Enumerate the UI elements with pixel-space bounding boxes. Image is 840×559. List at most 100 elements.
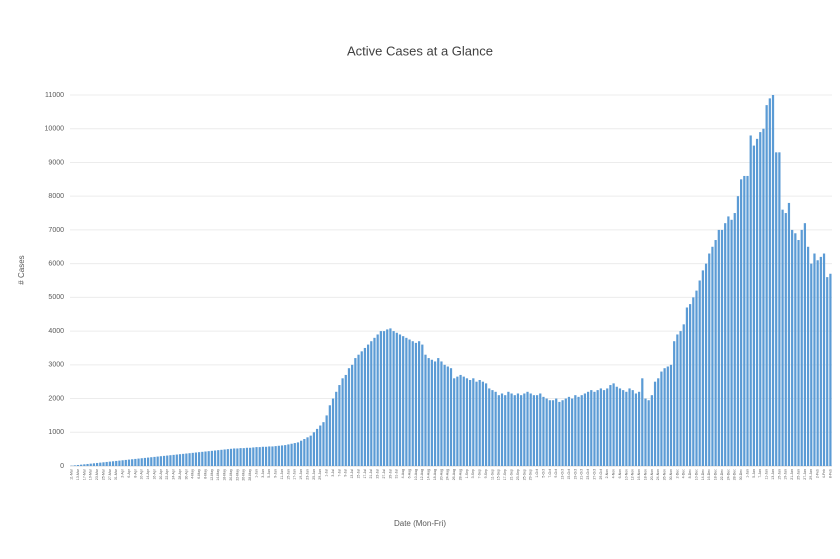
bar — [198, 452, 201, 466]
bar — [532, 395, 536, 466]
bar — [784, 213, 787, 466]
bar — [433, 361, 437, 466]
bar — [430, 359, 433, 466]
bar — [108, 461, 111, 466]
bar — [586, 391, 590, 466]
bar — [637, 391, 641, 466]
bar — [826, 277, 829, 466]
bar — [360, 351, 363, 466]
bar — [762, 128, 765, 466]
x-tick-label: 7-Jan — [758, 469, 762, 478]
bar — [813, 253, 816, 466]
bar — [689, 304, 692, 466]
x-tick-label: 8-May — [203, 469, 207, 479]
x-tick-label: 28-Aug — [458, 469, 462, 480]
x-tick-label: 31-Mar — [114, 468, 118, 480]
bar — [382, 331, 386, 466]
x-tick-label: 12-Aug — [420, 469, 424, 480]
x-tick-label: 29-Jul — [388, 469, 392, 479]
bar — [111, 461, 115, 466]
bar — [204, 451, 207, 466]
bar — [284, 445, 287, 466]
bar — [794, 233, 797, 466]
bar — [175, 454, 178, 466]
bar — [816, 260, 819, 466]
x-tick-label: 15-Jan — [777, 469, 781, 480]
x-tick-label: 4-Dec — [682, 469, 686, 479]
x-tick-label: 29-Jan — [809, 469, 813, 480]
bar — [217, 450, 220, 466]
bar — [714, 240, 717, 466]
x-tick-label: 31-Jul — [395, 469, 399, 479]
x-tick-label: 12-Nov — [631, 469, 635, 481]
bar — [271, 446, 274, 466]
x-tick-label: 7-Jul — [337, 469, 341, 477]
x-tick-label: 24-Nov — [656, 469, 660, 481]
x-tick-label: 23-Jun — [305, 469, 309, 480]
bar — [223, 449, 226, 466]
bar — [373, 337, 376, 466]
x-tick-label: 24-Dec — [726, 469, 730, 481]
bar — [606, 388, 609, 466]
bar — [778, 152, 781, 466]
y-tick-label: 9000 — [48, 159, 64, 166]
bar — [704, 263, 708, 466]
bar — [194, 452, 198, 466]
bar — [255, 447, 258, 466]
x-tick-label: 15-Oct — [567, 469, 571, 480]
bar — [354, 358, 357, 466]
bar — [571, 398, 574, 466]
x-tick-label: 29-Sep — [529, 469, 533, 480]
bar — [389, 328, 392, 466]
x-tick-label: 26-Aug — [452, 469, 456, 480]
x-tick-label: 22-Dec — [720, 469, 724, 481]
bar — [548, 400, 551, 466]
x-tick-label: 27-Jul — [382, 469, 386, 479]
bar — [169, 455, 172, 466]
x-tick-label: 13-Jan — [771, 469, 775, 480]
x-tick-label: 1-Jan — [745, 469, 749, 478]
x-tick-label: 25-Jun — [312, 469, 316, 480]
bar — [229, 448, 233, 466]
bar — [440, 361, 443, 466]
bar — [676, 334, 679, 466]
bar — [822, 253, 826, 466]
x-tick-label: 19-Jan — [784, 469, 788, 480]
bar — [507, 391, 510, 466]
bar — [740, 179, 743, 466]
bar — [634, 393, 638, 466]
bar — [787, 202, 791, 466]
bar — [418, 341, 421, 466]
bar — [749, 135, 752, 467]
bar — [83, 464, 86, 466]
y-tick-label: 11000 — [45, 92, 64, 99]
bar — [140, 458, 143, 466]
bar — [233, 448, 236, 466]
bar — [669, 364, 673, 466]
bar — [478, 379, 481, 466]
y-tick-label: 8000 — [48, 193, 64, 200]
x-tick-label: 27-Jan — [803, 469, 807, 480]
x-tick-label: 10-Apr — [140, 468, 144, 479]
bar — [488, 388, 491, 466]
bar — [711, 246, 714, 466]
bar — [673, 341, 676, 466]
x-tick-label: 18-Nov — [643, 469, 647, 481]
bar — [679, 331, 682, 466]
bar — [551, 400, 555, 466]
x-tick-label: 9-Jul — [344, 469, 348, 477]
x-tick-label: 4-Aug — [401, 469, 405, 478]
x-tick-label: 23-Mar — [95, 468, 99, 480]
bar — [268, 446, 271, 466]
bar — [424, 354, 427, 466]
bar — [137, 458, 140, 466]
x-tick-label: 5-Oct — [541, 469, 545, 478]
bar — [162, 455, 166, 466]
x-tick-label: 5-Jun — [267, 469, 271, 478]
x-tick-label: 1-Jul — [325, 469, 329, 477]
bar — [631, 390, 634, 466]
bar — [755, 138, 759, 466]
bar — [653, 381, 657, 466]
bar — [408, 339, 411, 466]
